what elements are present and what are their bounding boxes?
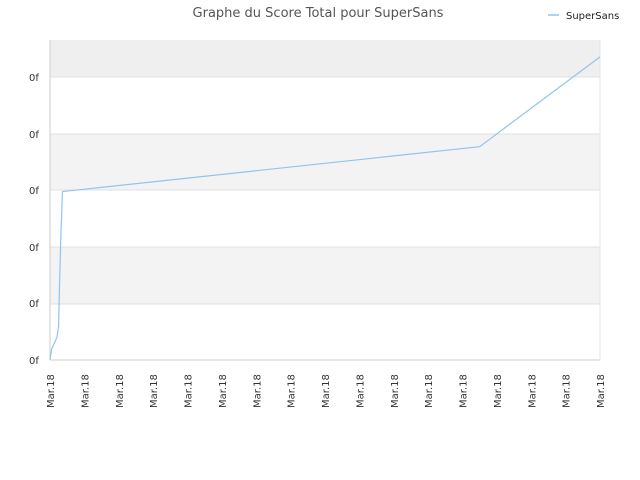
y-tick-label: 0f	[29, 356, 39, 367]
x-tick-label: Mar.18	[218, 374, 229, 408]
y-tick-label: 0f	[29, 130, 39, 141]
x-tick-label: Mar.18	[527, 374, 538, 408]
x-tick-label: Mar.18	[287, 374, 298, 408]
y-tick-label: 0f	[29, 73, 39, 84]
chart-title: Graphe du Score Total pour SuperSans	[193, 6, 444, 21]
y-tick-label: 0f	[29, 299, 39, 310]
series-line	[49, 56, 601, 361]
legend-label: SuperSans	[566, 11, 619, 22]
x-tick-label: Mar.18	[252, 374, 263, 408]
x-tick-labels: Mar.18 Mar.18 Mar.18 Mar.18 Mar.18 Mar.18 Mar.…	[46, 374, 607, 408]
x-tick-label: Mar.18	[562, 374, 573, 408]
x-tick-label: Mar.18	[459, 374, 470, 408]
x-tick-label: Mar.18	[424, 374, 435, 408]
x-tick-label: Mar.18	[390, 374, 401, 408]
y-tick-label: 0f	[29, 186, 39, 197]
x-tick-label: Mar.18	[80, 374, 91, 408]
plot-band	[50, 247, 600, 304]
x-tick-label: Mar.18	[149, 374, 160, 408]
x-tick-label: Mar.18	[46, 374, 57, 408]
axes	[49, 40, 601, 361]
x-tick-label: Mar.18	[115, 374, 126, 408]
series-lines	[49, 56, 601, 361]
legend: SuperSans	[548, 11, 619, 22]
plot-background-bands	[50, 40, 600, 304]
x-tick-label: Mar.18	[184, 374, 195, 408]
y-tick-label: 0f	[29, 243, 39, 254]
y-tick-labels: 0f 0f 0f 0f 0f 0f	[29, 73, 39, 367]
x-tick-label: Mar.18	[355, 374, 366, 408]
plot-band	[50, 134, 600, 190]
x-tick-label: Mar.18	[596, 374, 607, 408]
x-tick-label: Mar.18	[321, 374, 332, 408]
x-tick-label: Mar.18	[493, 374, 504, 408]
gridlines	[50, 76, 600, 305]
plot-band	[50, 40, 600, 77]
